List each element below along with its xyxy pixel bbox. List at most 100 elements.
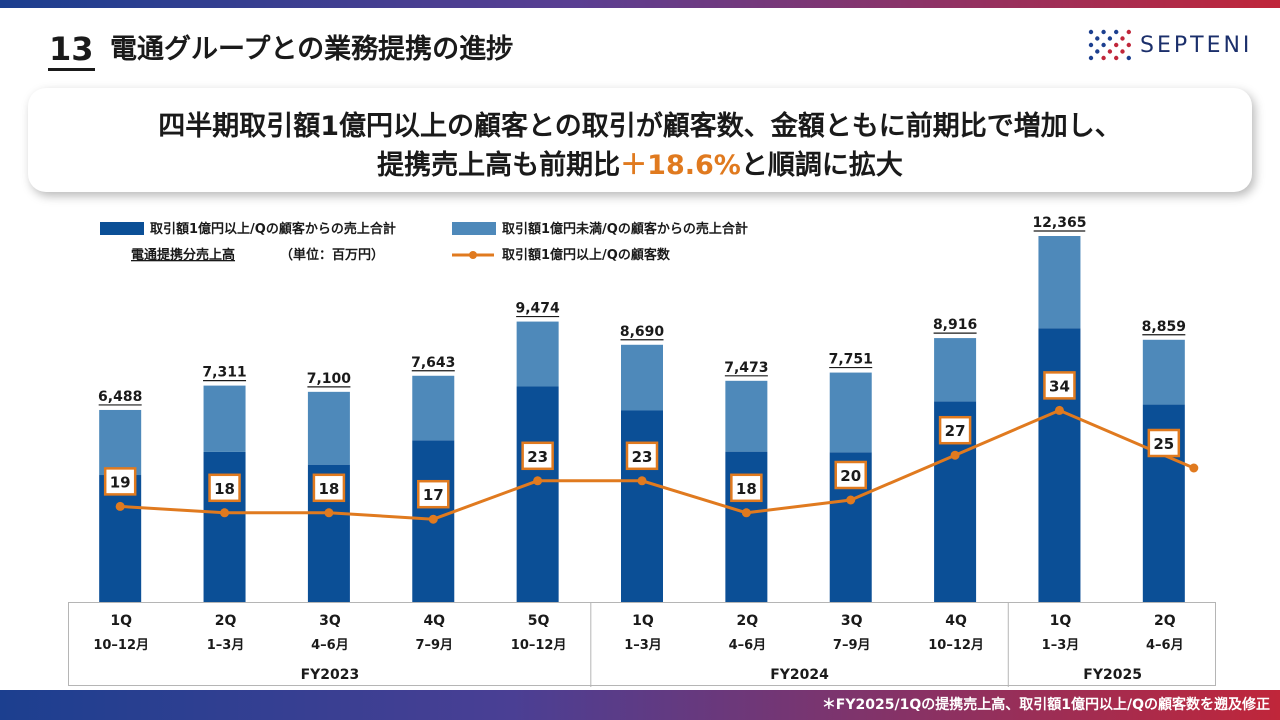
logo-dot — [1101, 55, 1106, 61]
category-quarter: 4Q — [423, 613, 445, 629]
legend-line-marker — [469, 251, 477, 259]
category-months: 7–9月 — [833, 638, 871, 653]
customer-count-point — [1189, 463, 1199, 473]
category-quarter: 1Q — [632, 613, 654, 629]
headline-box: 四半期取引額1億円以上の顧客との取引が顧客数、金額ともに前期比で増加し、 提携売… — [28, 88, 1252, 192]
logo-dot — [1126, 55, 1131, 61]
category-months: 1–3月 — [624, 638, 662, 653]
customer-count-point — [428, 514, 438, 524]
customer-count-label-box — [1043, 371, 1076, 400]
category-months: 10–12月 — [93, 638, 149, 653]
customer-count-point — [533, 476, 543, 486]
bar-small-customers — [934, 338, 977, 402]
total-label: 8,690 — [620, 324, 665, 340]
bar-small-customers — [203, 385, 246, 452]
logo-dot — [1126, 29, 1131, 35]
customer-count-series: 19 18 18 17 23 23 18 20 27 34 25 — [103, 371, 1199, 524]
legend-swatch-dark — [100, 222, 144, 235]
customer-count-point — [846, 495, 856, 505]
bar-small-customers — [99, 409, 142, 476]
category-months: 7–9月 — [415, 638, 453, 653]
bottom-accent-bar — [0, 690, 1280, 720]
headline-line-2: 提携売上高も前期比＋18.6%と順調に拡大 — [28, 143, 1252, 182]
logo-dot — [1095, 49, 1100, 54]
brand-name: SEPTENI — [1140, 32, 1253, 58]
category-quarter: 3Q — [841, 613, 863, 629]
bar-small-customers — [621, 344, 663, 411]
growth-rate: ＋18.6% — [620, 150, 741, 181]
customer-count-label-box — [208, 473, 241, 503]
fiscal-year-label: FY2024 — [770, 667, 829, 683]
customer-count-label: 23 — [527, 448, 548, 466]
logo-dot — [1088, 29, 1094, 35]
logo-dot — [1126, 42, 1131, 48]
logo-dot — [1114, 42, 1119, 48]
bar-large-customers — [99, 475, 142, 602]
customer-count-label: 18 — [214, 480, 235, 498]
bar-large-customers — [1038, 328, 1081, 602]
logo-dot — [1107, 49, 1113, 54]
customer-count-label: 25 — [1153, 435, 1174, 453]
category-quarter: 5Q — [528, 613, 550, 629]
total-labels-group: 6,488 7,311 7,100 7,643 9,474 8,690 7,473 7,751… — [98, 215, 1186, 406]
customer-count-label-box — [312, 473, 346, 503]
slide-number: 13 — [48, 30, 95, 71]
customer-count-label: 18 — [736, 480, 757, 498]
bar-small-customers — [1038, 236, 1081, 329]
customer-count-label: 34 — [1049, 377, 1070, 395]
category-months: 1–3月 — [1042, 638, 1080, 653]
customer-count-point — [220, 508, 230, 518]
customer-count-label-box — [521, 441, 554, 471]
total-label: 8,916 — [933, 317, 977, 333]
bar-small-customers — [829, 372, 872, 453]
logo-dot — [1095, 36, 1100, 41]
logo-dot — [1088, 55, 1094, 61]
category-table: 1Q 10–12月 2Q 1–3月 3Q 4–6月 4Q 7–9月 5Q 10–12月 1Q 1–3月… — [68, 602, 1216, 687]
bar-small-customers — [516, 321, 559, 387]
category-quarter: 2Q — [737, 613, 759, 629]
slide-title: 電通グループとの業務提携の進捗 — [110, 34, 514, 65]
bar-small-customers — [725, 380, 768, 452]
bar-small-customers — [1142, 339, 1185, 405]
customer-count-label-box — [834, 460, 867, 490]
logo-dot — [1114, 29, 1119, 35]
legend-label-dark: 取引額1億円以上/Qの顧客からの売上合計 — [150, 221, 396, 237]
chart-legend: 取引額1億円以上/Qの顧客からの売上合計 取引額1億円未満/Qの顧客からの売上合… — [100, 221, 748, 263]
legend-label-line: 取引額1億円以上/Qの顧客数 — [502, 247, 671, 263]
category-quarter: 1Q — [110, 613, 132, 629]
customer-count-label-box — [103, 467, 137, 496]
brand-dots-icon — [1088, 29, 1131, 61]
customer-count-label-box — [730, 473, 763, 503]
headline-line-1: 四半期取引額1億円以上の顧客との取引が顧客数、金額ともに前期比で増加し、 — [158, 111, 1122, 142]
total-label: 7,643 — [411, 355, 455, 371]
customer-count-point — [741, 508, 751, 518]
category-months: 4–6月 — [1146, 638, 1184, 653]
logo-dot — [1120, 36, 1125, 41]
bar-large-customers — [621, 410, 663, 602]
customer-count-point — [1054, 405, 1064, 415]
bar-small-customers — [307, 391, 350, 465]
category-months: 10–12月 — [511, 638, 567, 653]
revenue-chart: 取引額1億円以上/Qの顧客からの売上合計 取引額1億円未満/Qの顧客からの売上合… — [98, 215, 1199, 602]
total-label: 12,365 — [1032, 215, 1086, 231]
total-label: 7,100 — [307, 371, 352, 387]
category-quarter: 2Q — [1154, 613, 1176, 629]
legend-unit: （単位：百万円） — [280, 247, 384, 263]
customer-count-label: 20 — [840, 467, 861, 485]
category-quarter: 4Q — [945, 613, 967, 629]
legend-label-total: 電通提携分売上高 — [131, 247, 235, 263]
logo-dot — [1101, 29, 1106, 35]
customer-count-label: 18 — [318, 480, 339, 498]
top-accent-bar — [0, 0, 1280, 8]
customer-count-label-box — [1147, 428, 1181, 458]
customer-count-label-box — [417, 479, 450, 509]
customer-count-point — [637, 476, 647, 486]
total-label: 6,488 — [98, 389, 142, 405]
customer-count-label: 27 — [945, 422, 966, 440]
headline-line-2-prefix: 提携売上高も前期比 — [377, 150, 621, 181]
customer-count-point — [115, 501, 125, 511]
total-label: 7,473 — [724, 360, 768, 376]
logo-dot — [1120, 49, 1125, 54]
customer-count-point — [950, 450, 960, 460]
customer-count-point — [324, 508, 334, 518]
